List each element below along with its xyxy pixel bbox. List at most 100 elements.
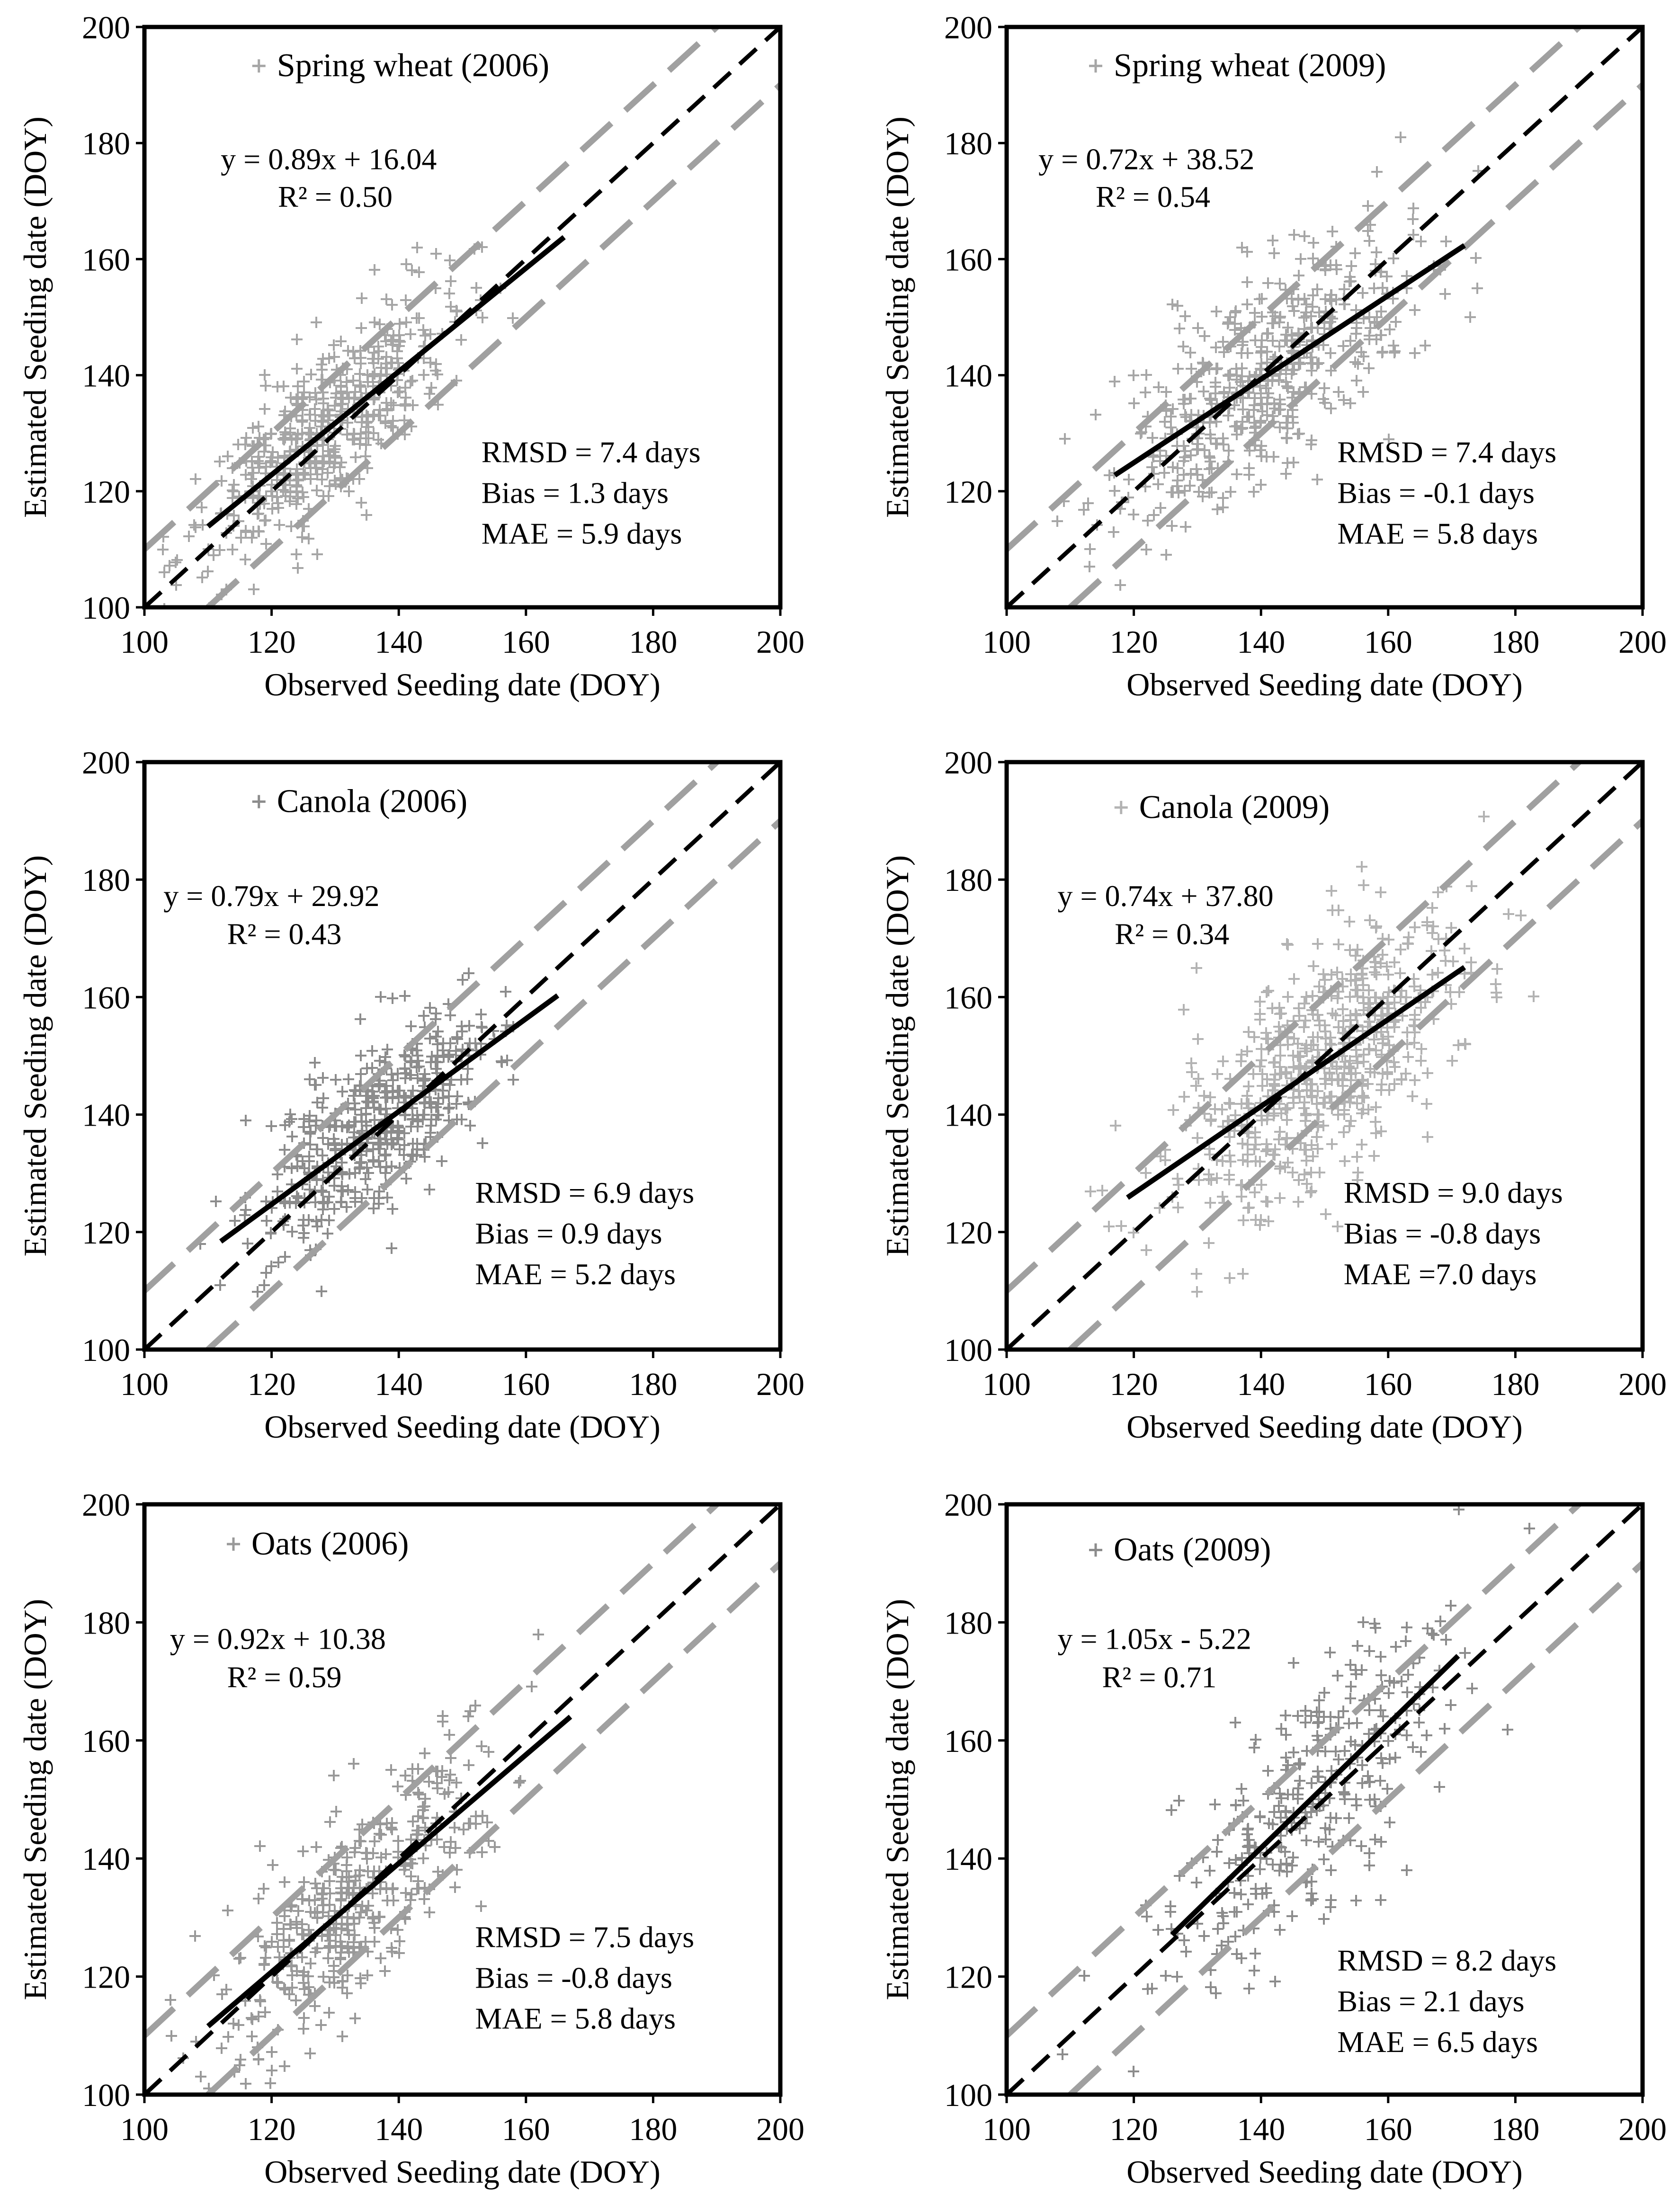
data-point	[400, 1770, 411, 1781]
data-point	[1282, 991, 1294, 1003]
data-point	[1281, 433, 1293, 444]
data-point	[1324, 1647, 1336, 1658]
data-point	[455, 334, 467, 346]
data-point	[360, 426, 372, 438]
data-point	[1312, 284, 1323, 295]
data-point	[1344, 991, 1356, 1003]
data-point	[1301, 1835, 1312, 1846]
plot-frame	[1004, 1502, 1645, 2097]
stat-line: RMSD = 7.4 days	[482, 435, 701, 469]
regression-line	[1126, 965, 1466, 1200]
data-point	[1345, 1010, 1356, 1021]
data-point	[342, 1942, 353, 1954]
x-tick-label: 180	[1491, 1366, 1539, 1402]
data-point	[374, 1186, 385, 1197]
data-point	[1211, 364, 1222, 375]
data-point	[1364, 915, 1375, 926]
data-point	[1250, 1155, 1261, 1167]
data-point	[437, 1045, 448, 1056]
data-point	[418, 1853, 429, 1864]
data-point	[1312, 1730, 1323, 1741]
data-point	[1280, 1752, 1292, 1763]
data-point	[1274, 1192, 1286, 1204]
data-point	[1491, 963, 1503, 975]
data-point	[1356, 346, 1367, 358]
data-point	[1318, 1913, 1330, 1925]
data-point	[366, 1062, 378, 1074]
data-point	[1362, 200, 1374, 212]
data-point	[1238, 1215, 1249, 1226]
data-point	[445, 275, 456, 287]
data-point	[291, 363, 303, 374]
data-point	[1249, 1965, 1260, 1976]
data-point	[1237, 404, 1249, 415]
data-point	[1254, 1864, 1266, 1875]
data-point	[356, 1156, 367, 1168]
data-point	[278, 434, 290, 445]
data-point	[1357, 1777, 1368, 1789]
data-point	[1142, 515, 1153, 526]
data-point	[1254, 1061, 1266, 1072]
data-point	[303, 1971, 314, 1982]
legend-marker	[252, 59, 266, 73]
data-point	[1244, 1840, 1255, 1851]
data-point	[1330, 1010, 1341, 1021]
data-point	[1325, 347, 1336, 359]
data-point	[526, 1681, 537, 1692]
data-point	[1180, 521, 1191, 533]
data-point	[349, 1186, 361, 1198]
y-tick-label: 200	[82, 1487, 130, 1523]
data-point	[252, 1286, 263, 1297]
y-tick-label: 140	[944, 1097, 992, 1133]
data-point	[188, 519, 200, 531]
data-point	[1369, 1067, 1380, 1078]
data-point	[368, 1917, 380, 1928]
data-point	[1382, 1783, 1393, 1794]
data-point	[1395, 132, 1406, 143]
data-point	[1292, 1710, 1304, 1722]
data-point	[1173, 1795, 1185, 1806]
data-point	[1275, 399, 1286, 410]
data-point	[1351, 1051, 1362, 1062]
data-point	[1280, 1729, 1292, 1741]
y-tick-label: 160	[82, 241, 130, 277]
data-point	[309, 1894, 321, 1906]
data-point	[382, 1192, 393, 1203]
data-point	[337, 1982, 348, 1993]
data-point	[1256, 311, 1268, 322]
data-point	[196, 572, 208, 583]
data-point	[1274, 1163, 1286, 1174]
data-point	[291, 498, 302, 510]
data-point	[375, 991, 386, 1003]
plot-area	[1007, 762, 1643, 1350]
data-point	[254, 1994, 266, 2006]
data-point	[318, 1883, 330, 1894]
data-point	[1339, 1155, 1350, 1167]
data-point	[513, 1777, 525, 1788]
data-point	[500, 986, 511, 997]
data-point	[1307, 990, 1318, 1002]
data-point	[1148, 509, 1160, 521]
y-tick-label: 160	[944, 979, 992, 1015]
data-point	[387, 415, 399, 426]
data-point	[1345, 1681, 1357, 1692]
data-point	[423, 1776, 435, 1787]
data-point	[1311, 1131, 1322, 1143]
r-squared: R² = 0.71	[1102, 1661, 1216, 1694]
data-point	[1274, 1126, 1286, 1137]
upper-band-line	[144, 27, 719, 552]
data-point	[1229, 324, 1241, 336]
data-point	[1281, 1114, 1293, 1126]
data-point	[329, 1137, 340, 1149]
data-point	[278, 1923, 289, 1935]
data-point	[1211, 306, 1222, 317]
data-point	[334, 462, 346, 473]
y-axis-label: Estimated Seeding date (DOY)	[17, 855, 53, 1257]
data-point	[1079, 1970, 1090, 1981]
data-point	[1466, 880, 1477, 892]
stat-line: RMSD = 7.5 days	[475, 1920, 694, 1954]
data-point	[1293, 1174, 1304, 1186]
data-point	[1288, 1747, 1299, 1758]
data-point	[357, 1819, 368, 1830]
data-point	[1370, 1116, 1381, 1128]
